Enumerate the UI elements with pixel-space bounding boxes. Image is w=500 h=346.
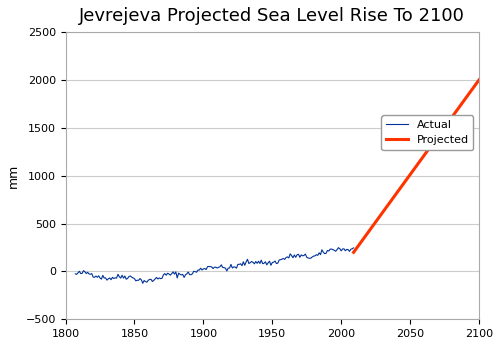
Y-axis label: mm: mm [7, 164, 20, 188]
Line: Projected: Projected [354, 80, 479, 252]
Actual [150, 280, 156, 284]
Actual [336, 246, 342, 250]
Projected [350, 250, 356, 254]
Actual [247, 261, 253, 265]
Line: Actual: Actual [75, 248, 353, 283]
Actual [88, 272, 94, 276]
Legend: Actual, Projected: Actual, Projected [382, 115, 474, 150]
Actual [72, 272, 78, 276]
Projected [476, 78, 482, 82]
Actual [286, 256, 292, 260]
Title: Jevrejeva Projected Sea Level Rise To 2100: Jevrejeva Projected Sea Level Rise To 21… [80, 7, 465, 25]
Actual [350, 246, 356, 250]
Actual [140, 281, 146, 285]
Actual [84, 272, 89, 276]
Actual [106, 277, 112, 281]
